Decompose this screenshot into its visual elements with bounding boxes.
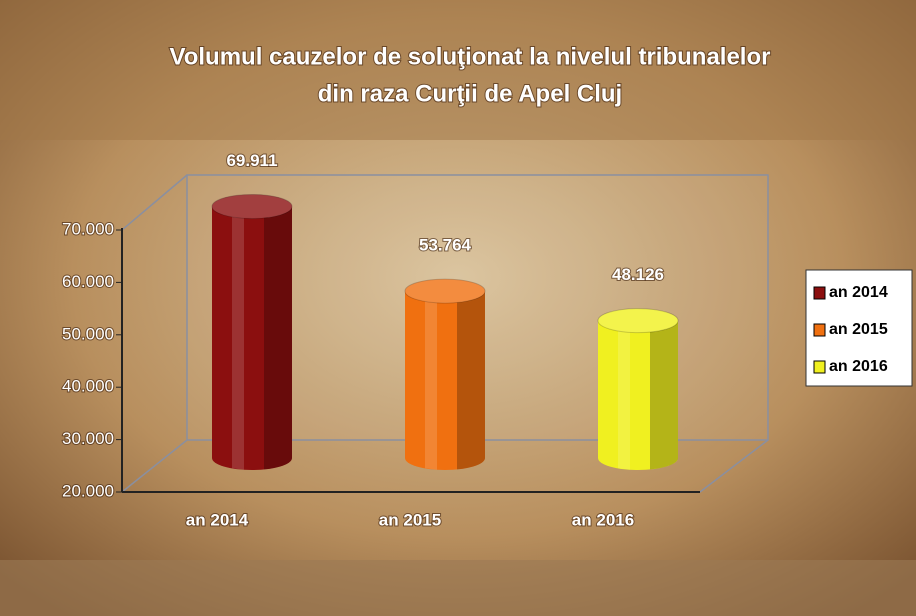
bar xyxy=(212,194,292,470)
bar xyxy=(405,279,485,470)
chart-title: Volumul cauzelor de soluţionat la nivelu… xyxy=(170,43,771,70)
legend-swatch xyxy=(814,361,825,373)
bar xyxy=(598,309,678,470)
chart: Volumul cauzelor de soluţionat la nivelu… xyxy=(0,0,916,616)
legend-swatch xyxy=(814,287,825,299)
cylinder-shine xyxy=(425,291,437,470)
cylinder-shine xyxy=(232,206,244,469)
x-tick-label: an 2014 xyxy=(186,510,249,529)
y-tick-label: 60.000 xyxy=(62,272,114,291)
y-tick-label: 20.000 xyxy=(62,481,114,500)
value-label: 53.764 xyxy=(419,236,472,255)
legend-swatch xyxy=(814,324,825,336)
legend-label: an 2014 xyxy=(829,284,888,301)
balustrade xyxy=(0,560,916,616)
value-label: 48.126 xyxy=(612,265,664,284)
y-tick-label: 50.000 xyxy=(62,324,114,343)
cylinder-top-light xyxy=(598,309,678,333)
legend-label: an 2016 xyxy=(829,358,888,375)
x-tick-label: an 2016 xyxy=(572,510,634,529)
cylinder-top-light xyxy=(212,194,292,218)
legend-label: an 2015 xyxy=(829,321,888,338)
cylinder-shine xyxy=(618,321,630,470)
cylinder-shade xyxy=(650,321,678,470)
chart-subtitle: din raza Curţii de Apel Cluj xyxy=(318,80,622,107)
cylinder-shade xyxy=(264,206,292,469)
y-tick-label: 40.000 xyxy=(62,377,114,396)
value-label: 69.911 xyxy=(226,151,277,170)
cylinder-shade xyxy=(457,291,485,469)
y-tick-label: 30.000 xyxy=(62,429,114,448)
y-tick-label: 70.000 xyxy=(62,219,114,238)
x-tick-label: an 2015 xyxy=(379,510,441,529)
cylinder-top-light xyxy=(405,279,485,303)
